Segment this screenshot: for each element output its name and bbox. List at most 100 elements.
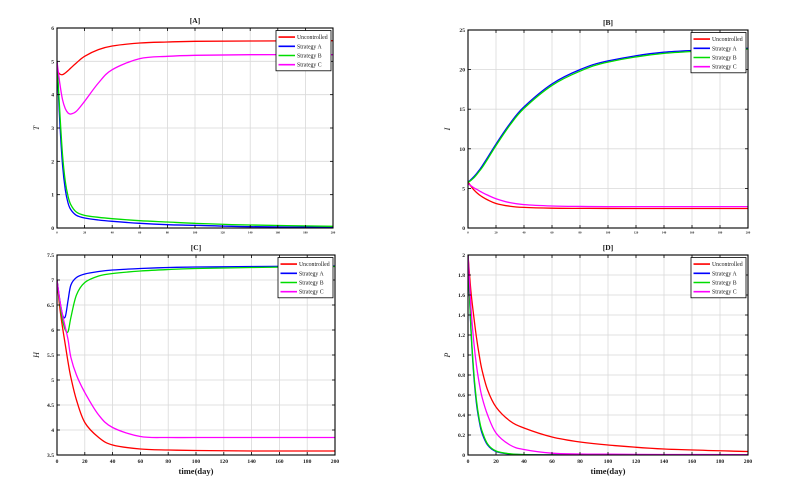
x-tick-label: 20 — [83, 231, 87, 235]
x-tick-label: 140 — [247, 459, 256, 465]
plot-title: [D] — [603, 243, 613, 252]
y-tick-label: 4 — [51, 428, 54, 434]
y-axis-label: P — [443, 352, 452, 358]
x-tick-label: 40 — [521, 459, 527, 465]
y-tick-label: 0 — [462, 226, 465, 232]
legend-label: Strategy C — [712, 290, 737, 296]
y-tick-label: 5 — [462, 186, 465, 192]
y-tick-label: 6 — [51, 328, 54, 334]
x-tick-label: 200 — [331, 231, 336, 235]
y-tick-label: 1.6 — [458, 293, 465, 299]
y-tick-label: 1.8 — [458, 273, 465, 279]
x-tick-label: 140 — [662, 231, 667, 235]
legend-label: Uncontrolled — [299, 262, 330, 268]
series-group — [468, 255, 748, 455]
plot-area-c: 0 20 40 60 80 100 120 140 160 180 200 3.5 4 4.5 5 5.5 6 6… — [32, 243, 339, 476]
y-tick-label: 3.5 — [47, 453, 54, 459]
legend-label: Strategy B — [299, 281, 324, 287]
y-tick-label: 7.5 — [47, 253, 54, 259]
x-tick-label: 120 — [220, 231, 225, 235]
x-axis-label: time(day) — [591, 466, 626, 476]
x-tick-label: 40 — [111, 231, 115, 235]
tick-marks — [467, 29, 749, 229]
plot-area-d: 0 20 40 60 80 100 120 140 160 180 200 0 0.2 0.4 0.6 0.8… — [443, 243, 753, 476]
y-tick-label: 1 — [462, 353, 465, 359]
y-tick-label: 0 — [51, 226, 54, 232]
x-tick-label: 140 — [248, 231, 253, 235]
x-tick-label: 100 — [192, 459, 201, 465]
x-tick-label: 160 — [690, 231, 695, 235]
y-tick-label: 4.5 — [47, 403, 54, 409]
plot-title: [C] — [191, 243, 201, 252]
x-tick-label: 120 — [220, 459, 229, 465]
legend-label: Strategy C — [299, 290, 324, 296]
y-tick-label: 4 — [51, 93, 54, 99]
legend-label: Strategy A — [712, 271, 737, 277]
x-tick-label: 100 — [606, 231, 611, 235]
x-tick-label: 140 — [660, 459, 669, 465]
x-tick-label: 180 — [303, 231, 308, 235]
legend: Uncontrolled Strategy A Strategy B Strategy… — [275, 30, 332, 72]
x-tick-label: 60 — [138, 459, 144, 465]
x-axis-label: time(day) — [179, 466, 214, 476]
plot-title: [B] — [603, 18, 613, 27]
y-tick-label: 0 — [462, 453, 465, 459]
series-line-strategy-c — [468, 182, 748, 208]
y-tick-label: 1.4 — [458, 313, 465, 319]
y-tick-label: 3 — [51, 126, 54, 132]
x-tick-label: 80 — [579, 231, 583, 235]
y-axis-label: T — [32, 125, 41, 130]
series-line-strategy-a — [468, 47, 748, 183]
y-tick-label: 5.5 — [47, 353, 54, 359]
y-tick-label: 0.8 — [458, 373, 465, 379]
y-tick-label: 1 — [51, 193, 54, 199]
x-tick-label: 160 — [275, 459, 284, 465]
plot-title: [A] — [190, 16, 200, 25]
series-group — [57, 40, 333, 228]
legend-label: Uncontrolled — [297, 35, 328, 41]
legend-label: Uncontrolled — [712, 37, 743, 43]
y-tick-label: 7 — [51, 278, 54, 284]
legend-label: Strategy B — [297, 54, 322, 60]
x-tick-label: 180 — [716, 459, 725, 465]
y-tick-label: 20 — [459, 68, 465, 74]
series-line-strategy-c — [57, 279, 335, 439]
y-tick-label: 25 — [459, 28, 465, 34]
y-tick-label: 0.2 — [458, 433, 465, 439]
legend-label: Uncontrolled — [712, 262, 743, 268]
legend-label: Strategy B — [712, 56, 737, 62]
plot-area-b: 0 20 40 60 80 100 120 140 160 180 200 0 5 10 15 20 25 [B]… — [443, 18, 751, 235]
series-group — [468, 47, 748, 210]
series-line-strategy-a — [57, 60, 333, 228]
series-line-strategy-c — [468, 255, 748, 455]
x-tick-label: 160 — [276, 231, 281, 235]
y-tick-label: 0.6 — [458, 393, 465, 399]
x-tick-label: 20 — [495, 231, 499, 235]
x-tick-label: 20 — [493, 459, 499, 465]
plot-area-a: 0 20 40 60 80 100 120 140 160 180 200 0 1 2 3 4 5 6 [A] T Un… — [32, 16, 336, 235]
x-tick-label: 40 — [110, 459, 116, 465]
x-tick-label: 80 — [577, 459, 583, 465]
series-line-strategy-b — [468, 48, 748, 184]
y-tick-label: 2 — [51, 159, 54, 165]
x-tick-label: 200 — [744, 459, 753, 465]
legend: Uncontrolled Strategy A Strategy B Strategy… — [690, 32, 747, 74]
tick-marks — [56, 254, 336, 456]
x-tick-label: 60 — [138, 231, 142, 235]
y-tick-label: 5 — [51, 59, 54, 65]
x-tick-label: 120 — [632, 459, 641, 465]
legend-label: Strategy A — [297, 44, 322, 50]
x-tick-label: 80 — [165, 459, 171, 465]
series-line-strategy-b — [468, 255, 748, 455]
x-tick-label: 180 — [303, 459, 312, 465]
x-tick-label: 120 — [634, 231, 639, 235]
x-tick-label: 80 — [166, 231, 170, 235]
y-tick-label: 6.5 — [47, 303, 54, 309]
legend: Uncontrolled Strategy A Strategy B Strategy… — [690, 257, 747, 299]
x-tick-label: 0 — [56, 459, 59, 465]
legend-label: Strategy B — [712, 281, 737, 287]
y-tick-label: 6 — [51, 26, 54, 32]
x-tick-label: 160 — [688, 459, 697, 465]
x-tick-label: 100 — [604, 459, 613, 465]
series-line-strategy-c — [57, 53, 333, 115]
